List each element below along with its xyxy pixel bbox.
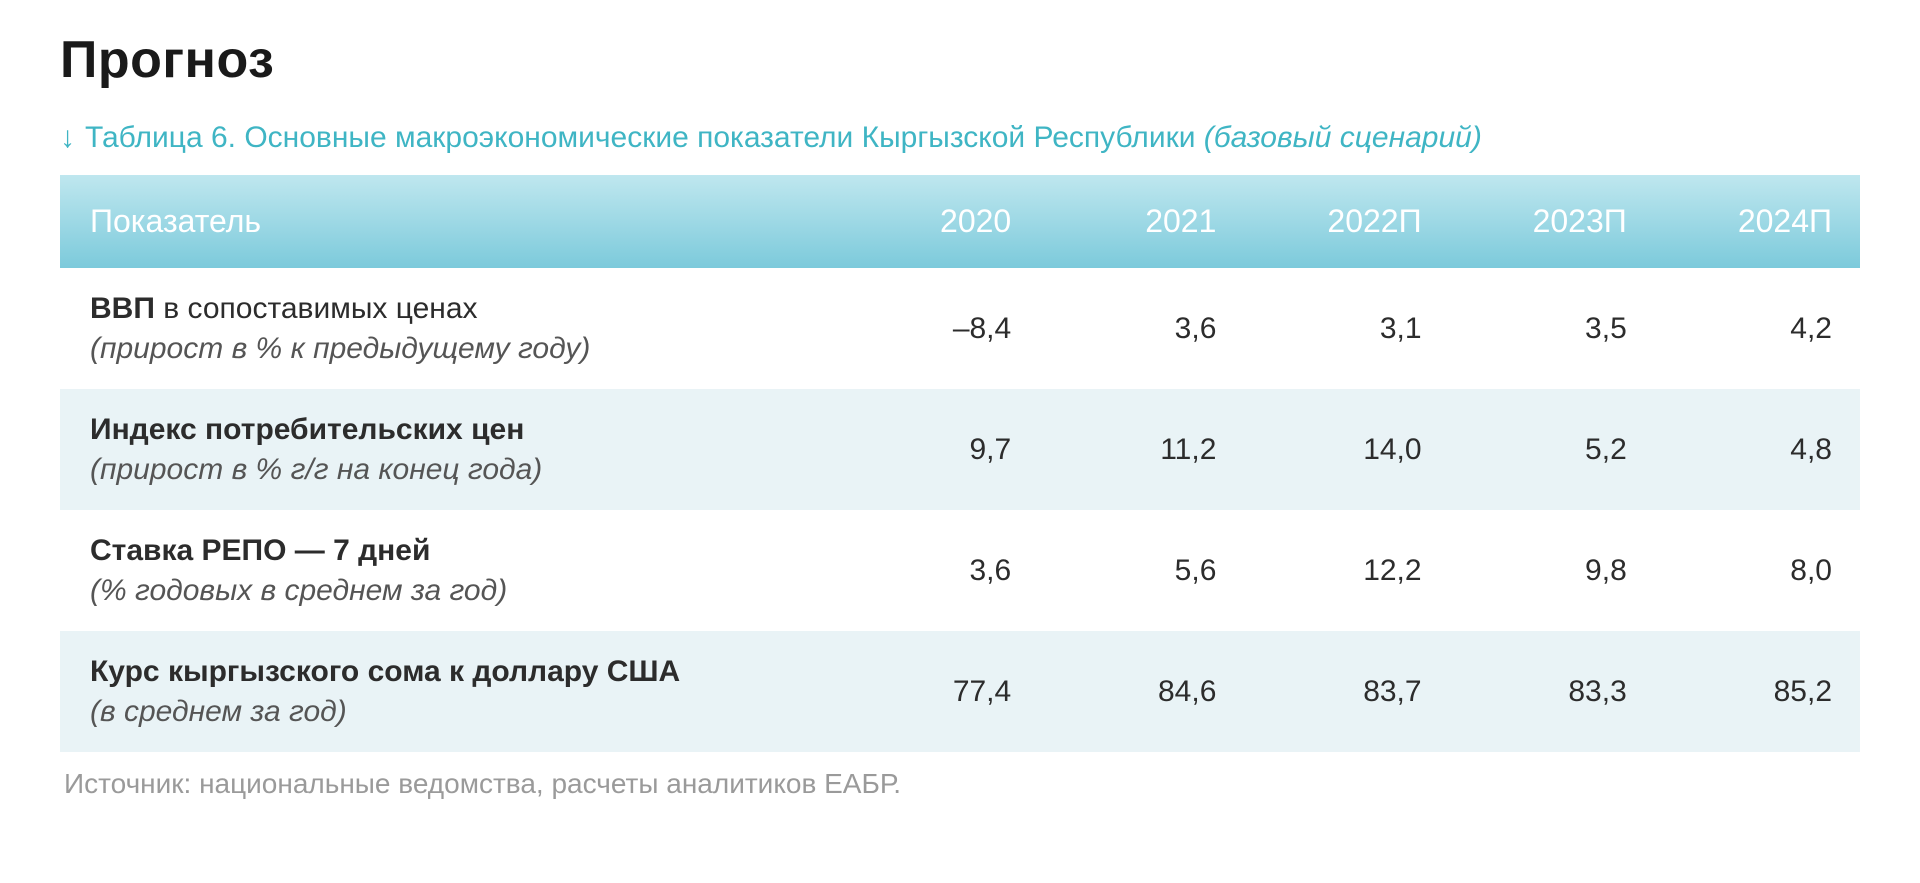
page-title: Прогноз	[60, 30, 1860, 90]
cell: 4,2	[1655, 268, 1860, 389]
macro-table: Показатель 2020 2021 2022П 2023П 2024П В…	[60, 175, 1860, 752]
row-label: Индекс потребительских цен (прирост в % …	[60, 389, 834, 510]
source-label: Источник:	[64, 768, 199, 799]
cell: 84,6	[1039, 631, 1244, 752]
cell: 3,6	[1039, 268, 1244, 389]
cell: 11,2	[1039, 389, 1244, 510]
table-row: Ставка РЕПО — 7 дней (% годовых в средне…	[60, 510, 1860, 631]
caption-text: Таблица 6. Основные макроэкономические п…	[85, 118, 1482, 157]
row-label-bold: Курс кыргызского сома к доллару США	[90, 655, 680, 688]
row-label-bold: Индекс потребительских цен	[90, 413, 524, 446]
cell: 5,6	[1039, 510, 1244, 631]
table-row: ВВП в сопоставимых ценах (прирост в % к …	[60, 268, 1860, 389]
cell: 9,8	[1450, 510, 1655, 631]
cell: 3,6	[834, 510, 1039, 631]
row-label: ВВП в сопоставимых ценах (прирост в % к …	[60, 268, 834, 389]
row-label-note: (прирост в % г/г на конец года)	[90, 451, 806, 489]
cell: 83,3	[1450, 631, 1655, 752]
cell: 9,7	[834, 389, 1039, 510]
row-label: Курс кыргызского сома к доллару США (в с…	[60, 631, 834, 752]
forecast-page: Прогноз ↓ Таблица 6. Основные макроэконо…	[0, 0, 1920, 800]
cell: 5,2	[1450, 389, 1655, 510]
caption-scenario: (базовый сценарий)	[1204, 121, 1482, 154]
row-label-note: (прирост в % к предыдущему году)	[90, 330, 806, 368]
table-caption: ↓ Таблица 6. Основные макроэкономические…	[60, 118, 1860, 157]
row-label-plain: в сопоставимых ценах	[155, 292, 478, 325]
caption-arrow-icon: ↓	[60, 123, 75, 153]
cell: 3,1	[1244, 268, 1449, 389]
row-label-note: (в среднем за год)	[90, 693, 806, 731]
row-label-note: (% годовых в среднем за год)	[90, 572, 806, 610]
row-label-bold: ВВП	[90, 292, 155, 325]
col-2023p: 2023П	[1450, 175, 1655, 268]
row-label-bold: Ставка РЕПО — 7 дней	[90, 534, 430, 567]
cell: 77,4	[834, 631, 1039, 752]
source-text: национальные ведомства, расчеты аналитик…	[199, 768, 901, 799]
col-2024p: 2024П	[1655, 175, 1860, 268]
table-row: Курс кыргызского сома к доллару США (в с…	[60, 631, 1860, 752]
cell: 12,2	[1244, 510, 1449, 631]
table-row: Индекс потребительских цен (прирост в % …	[60, 389, 1860, 510]
cell: 4,8	[1655, 389, 1860, 510]
source-line: Источник: национальные ведомства, расчет…	[60, 768, 1860, 800]
cell: 8,0	[1655, 510, 1860, 631]
col-indicator: Показатель	[60, 175, 834, 268]
cell: –8,4	[834, 268, 1039, 389]
col-2021: 2021	[1039, 175, 1244, 268]
row-label: Ставка РЕПО — 7 дней (% годовых в средне…	[60, 510, 834, 631]
table-header-row: Показатель 2020 2021 2022П 2023П 2024П	[60, 175, 1860, 268]
cell: 3,5	[1450, 268, 1655, 389]
caption-main: Таблица 6. Основные макроэкономические п…	[85, 121, 1204, 154]
cell: 83,7	[1244, 631, 1449, 752]
col-2022p: 2022П	[1244, 175, 1449, 268]
cell: 85,2	[1655, 631, 1860, 752]
col-2020: 2020	[834, 175, 1039, 268]
cell: 14,0	[1244, 389, 1449, 510]
